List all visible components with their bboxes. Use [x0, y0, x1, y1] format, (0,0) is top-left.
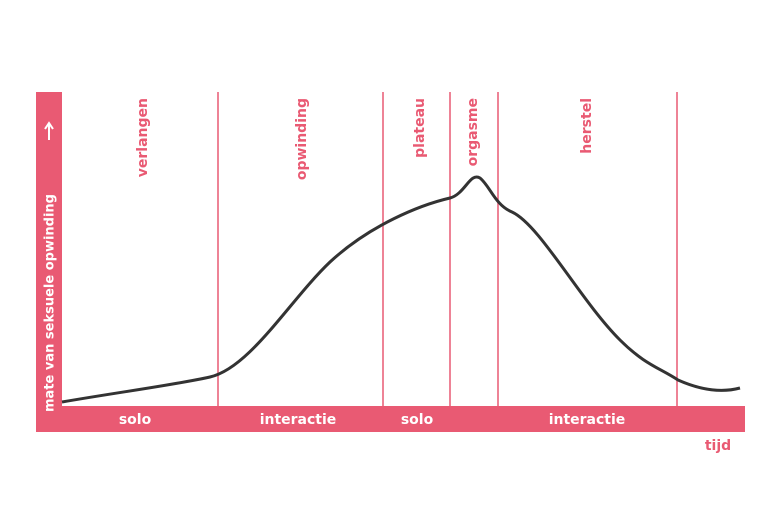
- phase-label: verlangen: [135, 98, 151, 177]
- y-arrow: [44, 121, 54, 140]
- phase-label: orgasme: [465, 98, 481, 166]
- arrow-head: [44, 121, 54, 130]
- x-axis-label: tijd: [705, 438, 731, 454]
- mode-label: solo: [119, 412, 152, 428]
- x-axis-bar: [36, 406, 745, 432]
- y-axis-bar: [36, 92, 62, 432]
- mode-label: solo: [401, 412, 434, 428]
- arousal-curve: [61, 175, 741, 404]
- phase-label: plateau: [412, 98, 428, 158]
- mode-label: interactie: [549, 412, 626, 428]
- phase-label: herstel: [579, 98, 595, 154]
- phase-label: opwinding: [294, 98, 310, 180]
- y-axis-label: mate van seksuele opwinding: [43, 194, 58, 412]
- phase-dividers: [217, 92, 678, 406]
- mode-label: interactie: [260, 412, 337, 428]
